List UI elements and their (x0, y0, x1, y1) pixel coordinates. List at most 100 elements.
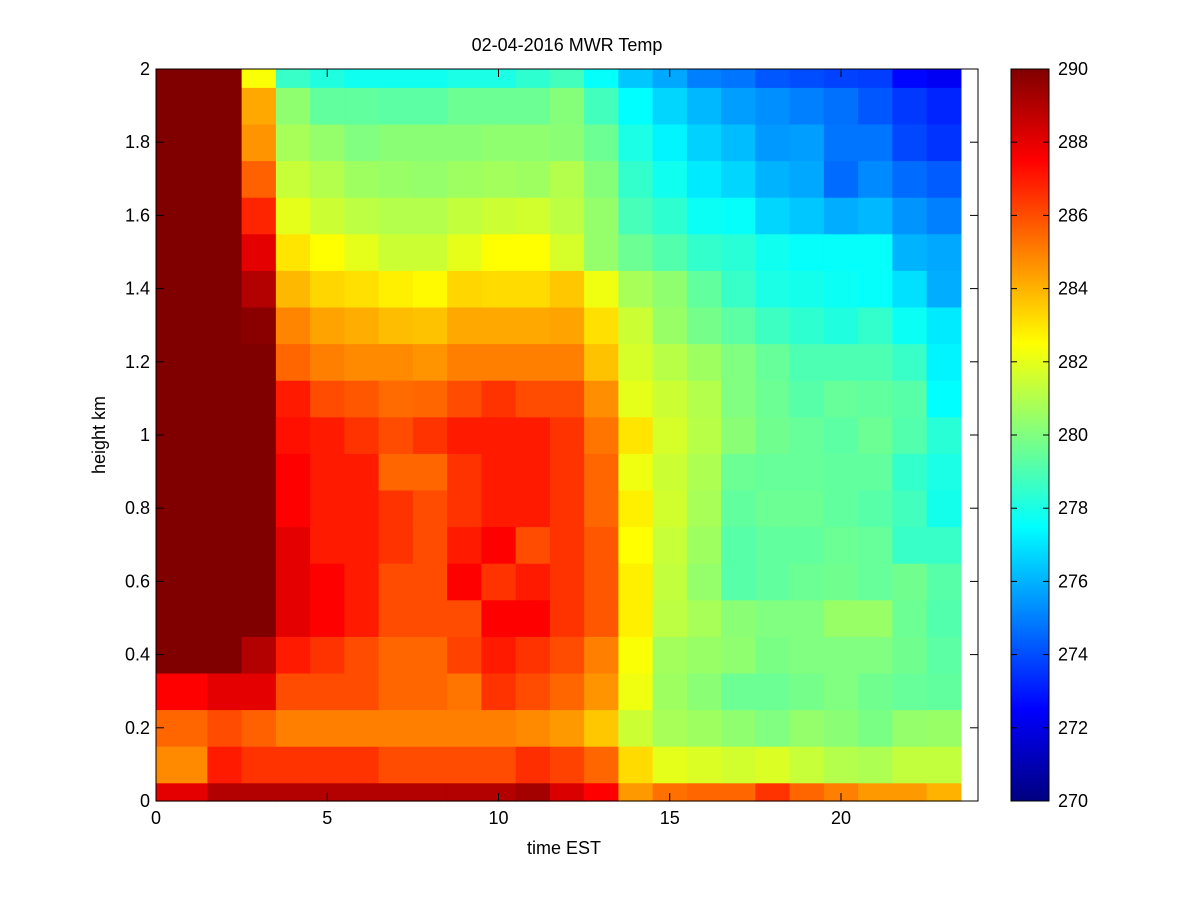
heatmap-cell (618, 599, 654, 637)
heatmap-cell (275, 306, 311, 345)
heatmap-cell (652, 526, 688, 564)
heatmap-cell (412, 87, 448, 125)
heatmap-cell (515, 453, 551, 491)
heatmap-cell (447, 489, 482, 528)
heatmap-cell (755, 709, 791, 747)
heatmap-cell (207, 636, 243, 674)
heatmap-cell (310, 636, 345, 674)
heatmap-cell (275, 69, 311, 88)
heatmap-cell (823, 270, 859, 308)
heatmap-cell (823, 306, 859, 345)
heatmap-cell (858, 453, 893, 491)
heatmap-cell (481, 160, 517, 198)
heatmap-cell (481, 599, 517, 637)
heatmap-cell (275, 160, 311, 198)
heatmap-cell (241, 526, 277, 564)
heatmap-cell (823, 489, 859, 528)
heatmap-cell (892, 306, 928, 345)
heatmap-cell (618, 416, 654, 454)
heatmap-cell (823, 416, 859, 454)
heatmap-cell (652, 489, 688, 528)
heatmap-cell (926, 782, 962, 802)
heatmap-cell (241, 782, 277, 802)
heatmap-cell (515, 563, 551, 601)
heatmap-cell (618, 69, 654, 88)
heatmap-cell (686, 526, 722, 564)
y-tick-label: 1.8 (125, 132, 150, 152)
heatmap-cell (241, 123, 277, 162)
heatmap-cell (156, 233, 208, 271)
heatmap-cell (156, 123, 208, 162)
heatmap-cell (275, 453, 311, 491)
heatmap-cell (892, 160, 928, 198)
heatmap-cell (447, 746, 482, 784)
heatmap-cell (652, 636, 688, 674)
colorbar-tick-label: 270 (1058, 791, 1088, 811)
heatmap-cell (721, 306, 756, 345)
heatmap-cell (344, 270, 380, 308)
heatmap-cell (275, 636, 311, 674)
heatmap-cell (721, 270, 756, 308)
heatmap-cell (858, 416, 893, 454)
heatmap-cell (858, 709, 893, 747)
heatmap-cell (584, 69, 619, 88)
heatmap-cell (241, 416, 277, 454)
heatmap-cell (481, 416, 517, 454)
heatmap-cell (858, 160, 893, 198)
heatmap-cell (447, 197, 482, 235)
heatmap-cell (789, 233, 825, 271)
heatmap-cell (378, 416, 414, 454)
heatmap-cell (686, 489, 722, 528)
heatmap-cell (241, 380, 277, 418)
heatmap-cell (618, 563, 654, 601)
heatmap-cell (310, 233, 345, 271)
heatmap-cell (926, 489, 962, 528)
heatmap-cell (275, 380, 311, 418)
colorbar-tick-label: 278 (1058, 498, 1088, 518)
heatmap-cell (156, 160, 208, 198)
heatmap-cell (156, 87, 208, 125)
heatmap-cell (344, 69, 380, 88)
heatmap-cell (755, 343, 791, 381)
heatmap-cell (789, 672, 825, 711)
heatmap-cell (858, 69, 893, 88)
heatmap-cell (310, 270, 345, 308)
heatmap-cell (926, 709, 962, 747)
colorbar-tick-label: 272 (1058, 718, 1088, 738)
heatmap-cell (584, 343, 619, 381)
heatmap-cell (652, 563, 688, 601)
heatmap-cell (926, 746, 962, 784)
heatmap-cell (892, 343, 928, 381)
heatmap-cell (207, 489, 243, 528)
heatmap-cell (549, 306, 585, 345)
heatmap-cell (207, 746, 243, 784)
heatmap-cell (721, 416, 756, 454)
heatmap-cell (755, 672, 791, 711)
heatmap-cell (275, 526, 311, 564)
heatmap-cell (721, 709, 756, 747)
colorbar-tick-label: 288 (1058, 132, 1088, 152)
heatmap-cell (755, 563, 791, 601)
heatmap-cell (858, 782, 893, 802)
heatmap-cell (156, 343, 208, 381)
heatmap-cell (584, 489, 619, 528)
heatmap-cell (549, 160, 585, 198)
heatmap-cell (310, 453, 345, 491)
heatmap-cell (344, 380, 380, 418)
x-tick-label: 20 (831, 808, 851, 828)
heatmap-cell (241, 489, 277, 528)
heatmap-cell (584, 87, 619, 125)
colorbar (1010, 68, 1050, 802)
heatmap-cell (926, 599, 962, 637)
heatmap-cell (618, 123, 654, 162)
y-tick-label: 1 (140, 425, 150, 445)
heatmap-cell (652, 746, 688, 784)
heatmap-cell (858, 746, 893, 784)
heatmap-cell (721, 489, 756, 528)
heatmap-cell (378, 343, 414, 381)
heatmap-cell (549, 197, 585, 235)
heatmap-cell (412, 343, 448, 381)
y-tick-label: 0 (140, 791, 150, 811)
heatmap-cell (686, 672, 722, 711)
heatmap-cell (549, 672, 585, 711)
